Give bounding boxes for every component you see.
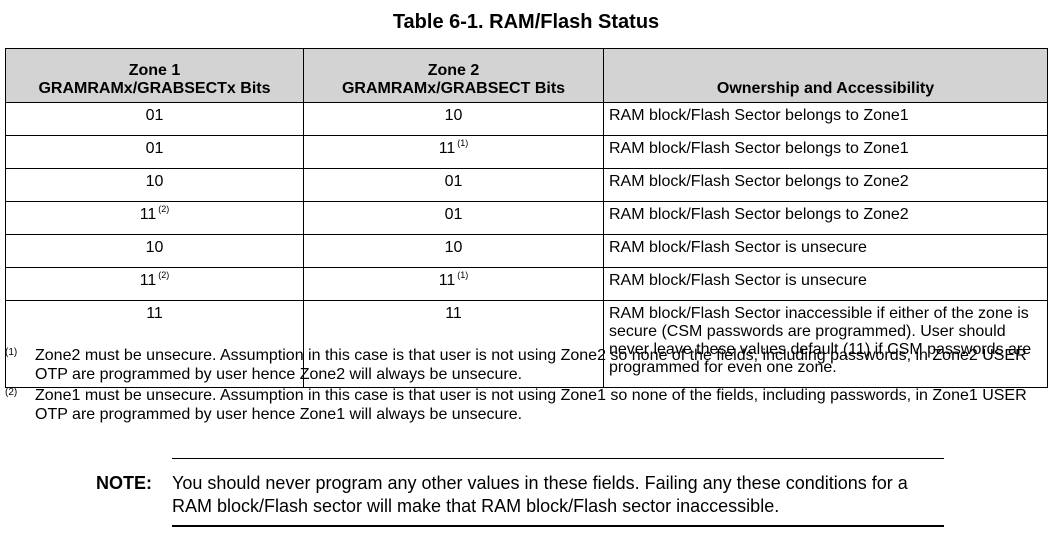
zone1-value: 11: [146, 305, 163, 322]
zone2-value: 10: [444, 107, 463, 124]
zone1-cell: 11: [5, 300, 304, 388]
ram-flash-status-table: Zone 1 GRAMRAMx/GRABSECTx Bits Zone 2 GR…: [5, 48, 1048, 388]
zone2-cell: 11 (1): [303, 135, 604, 169]
footnote-2: (2) Zone1 must be unsecure. Assumption i…: [5, 386, 1047, 424]
header-zone1-line1: Zone 1: [128, 62, 181, 79]
ownership-cell: RAM block/Flash Sector belongs to Zone1: [603, 102, 1048, 136]
footnote-ref-1[interactable]: (1): [457, 138, 469, 148]
zone1-cell: 10: [5, 234, 304, 268]
zone1-value: 10: [145, 173, 164, 190]
footnote-2-mark: (2): [5, 387, 18, 398]
table-footnotes: (1) Zone2 must be unsecure. Assumption i…: [5, 346, 1047, 426]
table-row: 11 (2) 01 RAM block/Flash Sector belongs …: [5, 201, 1048, 235]
note-text: You should never program any other value…: [172, 473, 908, 516]
footnote-ref-1[interactable]: (1): [457, 270, 469, 280]
ownership-cell: RAM block/Flash Sector belongs to Zone1: [603, 135, 1048, 169]
footnote-ref-2[interactable]: (2): [158, 204, 170, 214]
table-header-row: Zone 1 GRAMRAMx/GRABSECTx Bits Zone 2 GR…: [5, 48, 1048, 103]
table-row: 11 11 RAM block/Flash Sector inaccessibl…: [5, 300, 1048, 388]
zone1-cell: 10: [5, 168, 304, 202]
zone1-cell: 01: [5, 135, 304, 169]
zone2-value: 11: [438, 272, 456, 289]
header-ownership-label: Ownership and Accessibility: [716, 80, 935, 97]
note-label: NOTE:: [96, 473, 152, 493]
footnote-1: (1) Zone2 must be unsecure. Assumption i…: [5, 346, 1047, 384]
footnote-ref-2[interactable]: (2): [158, 270, 170, 280]
table-row: 01 10 RAM block/Flash Sector belongs to …: [5, 102, 1048, 136]
table-row: 01 11 (1) RAM block/Flash Sector belongs …: [5, 135, 1048, 169]
zone1-cell: 11 (2): [5, 267, 304, 301]
zone2-cell: 10: [303, 102, 604, 136]
header-zone2-line1: Zone 2: [427, 62, 480, 79]
zone2-value: 01: [444, 173, 463, 190]
header-ownership: Ownership and Accessibility: [603, 48, 1048, 103]
note-top-rule: [172, 458, 944, 459]
ownership-cell: RAM block/Flash Sector belongs to Zone2: [603, 201, 1048, 235]
table-row: 10 10 RAM block/Flash Sector is unsecure: [5, 234, 1048, 268]
ownership-cell: RAM block/Flash Sector is unsecure: [603, 267, 1048, 301]
footnote-1-text: Zone2 must be unsecure. Assumption in th…: [35, 347, 1027, 383]
zone2-value: 11: [438, 140, 456, 157]
zone2-cell: 01: [303, 201, 604, 235]
table-row: 10 01 RAM block/Flash Sector belongs to …: [5, 168, 1048, 202]
zone1-cell: 01: [5, 102, 304, 136]
zone1-value: 11: [139, 206, 157, 223]
table-row: 11 (2) 11 (1) RAM block/Flash Sector is un…: [5, 267, 1048, 301]
ownership-cell: RAM block/Flash Sector belongs to Zone2: [603, 168, 1048, 202]
header-zone1: Zone 1 GRAMRAMx/GRABSECTx Bits: [5, 48, 304, 103]
footnote-1-mark: (1): [5, 347, 18, 358]
header-zone2: Zone 2 GRAMRAMx/GRABSECT Bits: [303, 48, 604, 103]
note-bottom-rule: [172, 525, 944, 527]
table-title: Table 6-1. RAM/Flash Status: [392, 11, 660, 33]
ownership-cell: RAM block/Flash Sector inaccessible if e…: [603, 300, 1048, 388]
zone2-cell: 11: [303, 300, 604, 388]
footnote-2-text: Zone1 must be unsecure. Assumption in th…: [35, 387, 1027, 423]
zone1-value: 10: [145, 239, 164, 256]
zone2-value: 11: [445, 305, 462, 322]
zone1-value: 01: [145, 107, 164, 124]
zone2-value: 10: [444, 239, 463, 256]
ownership-cell: RAM block/Flash Sector is unsecure: [603, 234, 1048, 268]
header-zone1-line2: GRAMRAMx/GRABSECTx Bits: [38, 80, 271, 97]
zone2-value: 01: [444, 206, 463, 223]
zone2-cell: 11 (1): [303, 267, 604, 301]
zone1-value: 11: [139, 272, 157, 289]
zone2-cell: 10: [303, 234, 604, 268]
header-zone2-line2: GRAMRAMx/GRABSECT Bits: [341, 80, 566, 97]
zone1-value: 01: [145, 140, 164, 157]
zone2-cell: 01: [303, 168, 604, 202]
zone1-cell: 11 (2): [5, 201, 304, 235]
